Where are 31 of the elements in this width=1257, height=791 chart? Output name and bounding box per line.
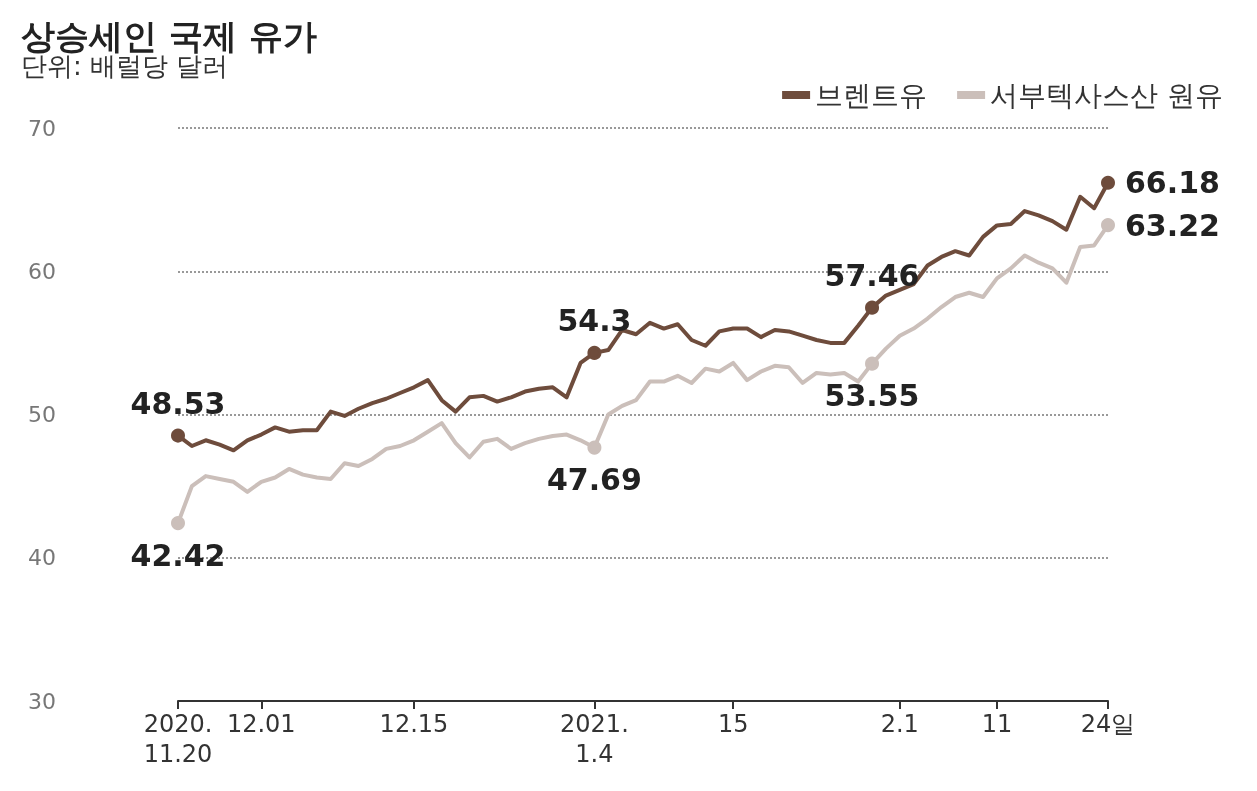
data-label: 42.42 — [130, 537, 226, 573]
data-label: 53.55 — [824, 378, 920, 414]
point — [1101, 218, 1115, 233]
y-tick-label: 40 — [28, 545, 56, 571]
legend-label: 서부텍사스산 원유 — [990, 78, 1224, 112]
point — [865, 300, 880, 315]
y-tick-label: 60 — [28, 258, 56, 284]
y-tick-label: 30 — [28, 688, 56, 714]
x-tick-label: 12.01 — [226, 710, 296, 738]
data-label: 47.69 — [546, 462, 642, 498]
x-tick-label: 15 — [717, 710, 749, 738]
y-tick-label: 50 — [28, 402, 56, 427]
data-label: 48.53 — [130, 386, 226, 422]
point — [865, 356, 880, 371]
x-tick-label: 2021. 1.4 — [560, 710, 629, 768]
point — [1101, 175, 1115, 190]
point — [171, 516, 185, 531]
x-tick-label: 2.1 — [880, 710, 919, 738]
x-tick-label: 24일 — [1080, 710, 1136, 738]
y-tick-label: 70 — [28, 115, 56, 141]
data-label: 63.22 — [1125, 207, 1220, 243]
data-label: 54.3 — [557, 303, 632, 339]
data-label: 57.46 — [824, 258, 920, 294]
legend-label: 브렌트유 — [815, 78, 928, 112]
point — [587, 345, 602, 360]
point — [171, 428, 185, 443]
x-tick-label: 12.15 — [379, 710, 449, 738]
x-tick-label: 2020. 11.20 — [143, 710, 213, 768]
point — [587, 440, 602, 455]
data-label: 66.18 — [1125, 165, 1220, 201]
x-tick-label: 11 — [981, 710, 1013, 738]
